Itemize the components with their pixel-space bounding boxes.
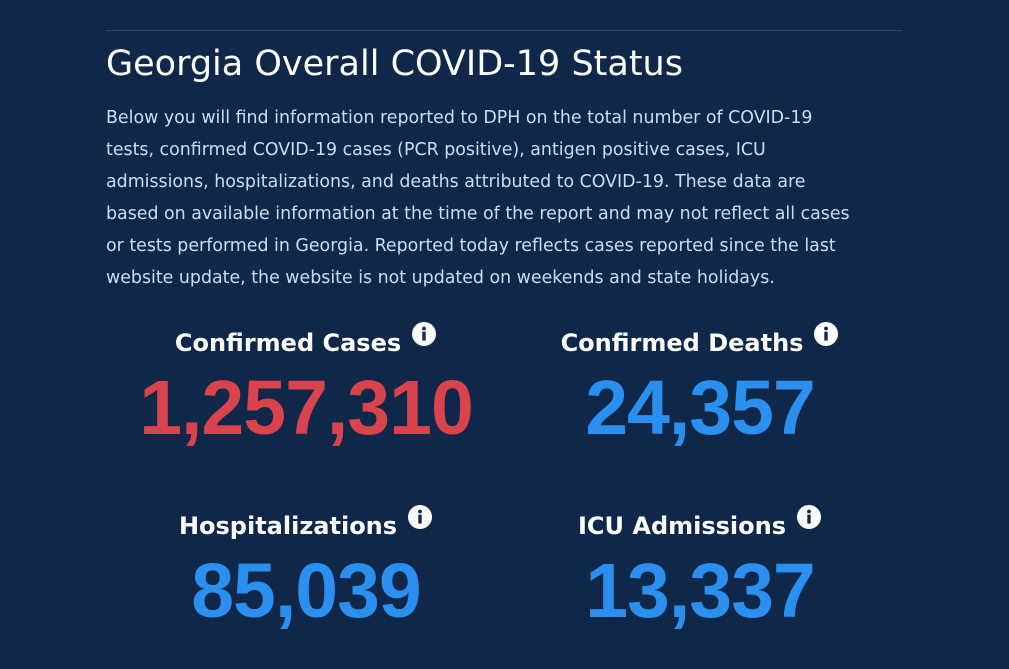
description-line: admissions, hospitalizations, and deaths… [106, 172, 806, 192]
description-line: website update, the website is not updat… [106, 268, 775, 288]
stat-label: Confirmed Deaths [560, 329, 804, 357]
stat-value: 24,357 [585, 365, 816, 451]
description-line: Below you will find information reported… [106, 108, 813, 128]
stat-hospitalizations: Hospitalizations 85,039 [96, 504, 516, 636]
stat-value: 85,039 [191, 548, 422, 634]
description-line: based on available information at the ti… [106, 204, 850, 224]
stat-confirmed-cases: Confirmed Cases 1,257,310 [96, 321, 516, 453]
info-icon[interactable] [796, 504, 822, 530]
stat-label-row: Confirmed Deaths [490, 321, 910, 363]
description-line: tests, confirmed COVID-19 cases (PCR pos… [106, 140, 766, 160]
stat-confirmed-deaths: Confirmed Deaths 24,357 [490, 321, 910, 453]
stat-value: 13,337 [585, 548, 816, 634]
info-icon[interactable] [813, 321, 839, 347]
stat-label: Confirmed Cases [174, 329, 402, 357]
page-title: Georgia Overall COVID-19 Status [106, 44, 683, 84]
stat-label: ICU Admissions [577, 512, 787, 540]
description-line: or tests performed in Georgia. Reported … [106, 236, 836, 256]
stat-label-row: Confirmed Cases [96, 321, 516, 363]
stat-value: 1,257,310 [139, 365, 474, 451]
info-icon[interactable] [407, 504, 433, 530]
stat-icu-admissions: ICU Admissions 13,337 [490, 504, 910, 636]
info-icon[interactable] [411, 321, 437, 347]
status-description: Below you will find information reported… [106, 102, 906, 294]
stat-label-row: Hospitalizations [96, 504, 516, 546]
stat-label-row: ICU Admissions [490, 504, 910, 546]
header-divider [106, 30, 902, 31]
stat-label: Hospitalizations [178, 512, 398, 540]
